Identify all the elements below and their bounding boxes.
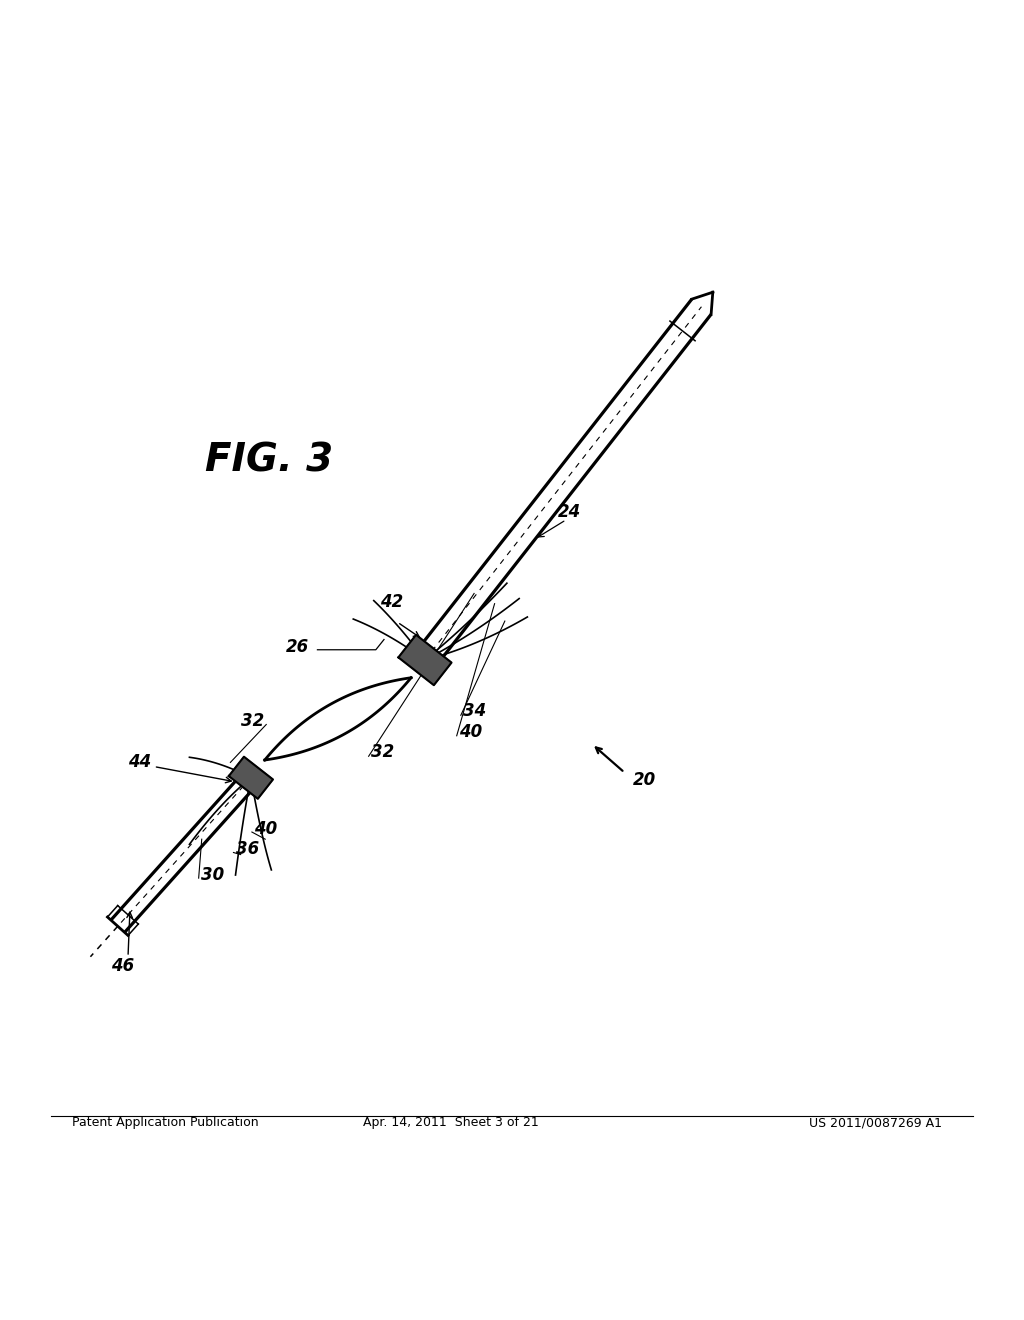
Polygon shape [228,756,273,799]
Text: 26: 26 [286,638,309,656]
Text: 46: 46 [111,957,134,975]
Text: 42: 42 [380,593,402,611]
Text: 30: 30 [201,866,224,884]
Text: 34: 34 [463,702,486,721]
Text: 40: 40 [459,722,482,741]
Text: US 2011/0087269 A1: US 2011/0087269 A1 [809,1117,942,1130]
Text: 24: 24 [558,503,582,520]
Text: 44: 44 [128,754,152,771]
Text: 20: 20 [633,771,656,789]
Text: 36: 36 [236,841,259,858]
Text: FIG. 3: FIG. 3 [205,441,333,479]
Text: Apr. 14, 2011  Sheet 3 of 21: Apr. 14, 2011 Sheet 3 of 21 [362,1117,539,1130]
Text: 40: 40 [254,820,278,838]
Text: Patent Application Publication: Patent Application Publication [72,1117,258,1130]
Text: 32: 32 [241,713,264,730]
Polygon shape [398,635,452,685]
Text: 32: 32 [371,743,394,762]
